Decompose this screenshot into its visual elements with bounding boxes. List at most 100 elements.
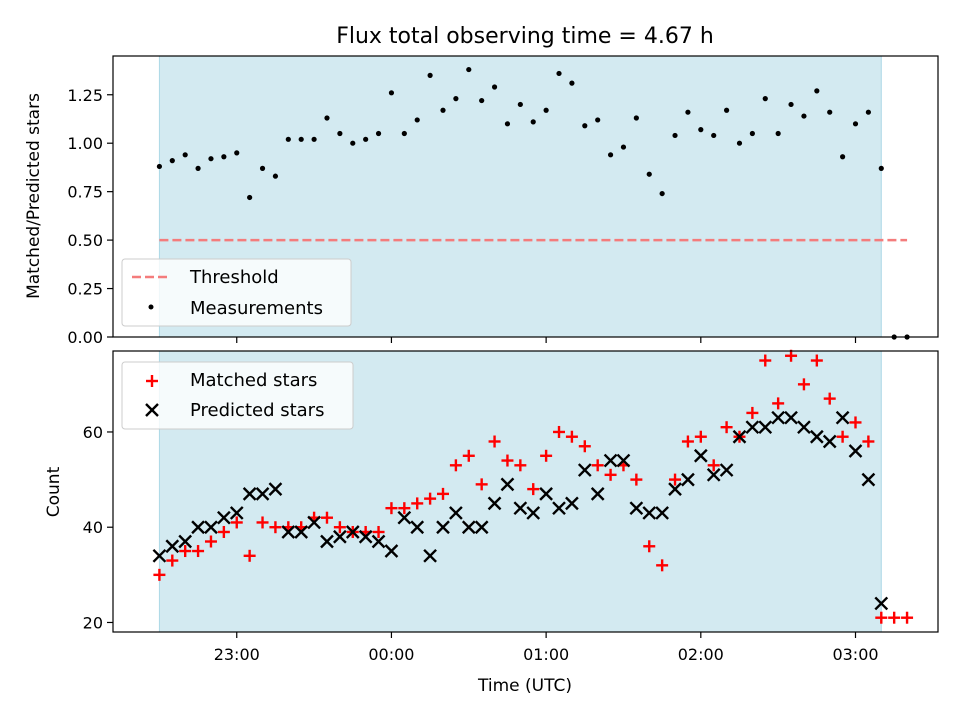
predicted-star-marker: [487, 496, 502, 511]
predicted-star-marker: [552, 501, 566, 516]
predicted-star-marker-b: [732, 429, 747, 444]
predicted-star-marker-b: [681, 472, 695, 487]
measurement-point: [633, 115, 639, 121]
predicted-star-marker-b: [745, 420, 760, 435]
legend-predicted-label: Predicted stars: [190, 400, 324, 421]
matched-star-marker: [746, 406, 759, 419]
x-axis-label: Time (UTC): [477, 676, 572, 696]
matched-star-marker: [720, 421, 733, 434]
predicted-star-marker-b: [384, 544, 399, 558]
matched-star-marker: [565, 430, 578, 443]
predicted-star-marker-b: [217, 510, 231, 525]
predicted-star-marker: [513, 501, 528, 516]
measurement-point: [401, 130, 407, 137]
matched-star-marker: [230, 516, 243, 529]
measurement-point: [208, 156, 214, 162]
predicted-star-marker: [642, 506, 657, 520]
matched-star-marker: [694, 430, 707, 443]
predicted-star-marker-b: [242, 487, 257, 501]
matched-star-marker: [810, 354, 823, 367]
y-tick-label: 40: [83, 518, 103, 537]
predicted-star-marker: [693, 448, 708, 463]
predicted-star-marker-b: [590, 487, 605, 501]
top-x-ticks: [236, 337, 857, 343]
matched-star-marker: [643, 540, 656, 553]
predicted-star-marker: [603, 453, 618, 468]
measurement-point: [285, 136, 291, 142]
measurement-point: [272, 173, 279, 179]
matched-star-marker: [630, 473, 643, 486]
measurement-point: [247, 194, 253, 201]
measurement-point: [762, 96, 768, 102]
matched-star-marker: [385, 502, 398, 515]
predicted-star-marker: [577, 463, 592, 477]
legend-matched-label: Matched stars: [190, 370, 317, 391]
predicted-star-marker: [565, 496, 579, 511]
predicted-star-marker: [345, 525, 360, 539]
measurement-point: [479, 97, 485, 104]
predicted-star-marker: [371, 534, 386, 549]
top-data-points: [156, 66, 910, 340]
matched-star-marker: [591, 459, 604, 472]
predicted-star-marker-b: [152, 548, 167, 563]
predicted-star-marker: [255, 487, 270, 501]
legend-predicted-marker: [145, 403, 159, 417]
matched-star-marker: [501, 454, 514, 467]
bottom-legend: Matched stars Predicted stars: [121, 361, 354, 430]
x-tick-label: 03:00: [832, 645, 878, 664]
y-tick-label: 0.50: [67, 231, 103, 250]
predicted-star-marker: [436, 520, 450, 535]
bottom-axes-frame: [112, 350, 939, 633]
predicted-star-marker-b: [320, 534, 334, 549]
y-tick-label: 1.25: [67, 86, 103, 105]
predicted-star-marker-b: [178, 534, 193, 549]
y-tick-label: 0.75: [67, 183, 103, 202]
bottom-legend-box: [121, 361, 354, 430]
predicted-star-marker: [874, 596, 889, 611]
predicted-star-marker: [590, 487, 605, 501]
matched-star-marker: [269, 521, 282, 534]
predicted-star-marker-b: [848, 444, 863, 458]
predicted-star-marker-b: [668, 482, 682, 496]
matched-star-marker: [849, 416, 862, 429]
top-legend: Threshold Measurements: [121, 258, 352, 327]
predicted-star-marker-b: [307, 515, 321, 530]
predicted-star-marker: [797, 420, 811, 435]
measurement-point: [852, 121, 859, 127]
measurement-point: [375, 130, 382, 137]
matched-star-marker: [437, 487, 449, 500]
bottom-y-axis: 20 40 60: [83, 423, 113, 632]
measurement-point: [298, 136, 304, 142]
bottom-x-axis: 23:00 00:00 01:00 02:00 03:00: [214, 632, 879, 664]
predicted-star-marker: [629, 501, 644, 516]
measurement-point: [775, 130, 781, 137]
predicted-star-marker-b: [797, 420, 811, 435]
predicted-star-marker: [320, 534, 334, 549]
predicted-star-marker-b: [822, 434, 837, 449]
predicted-star-marker-b: [500, 477, 515, 492]
predicted-star-marker-b: [552, 501, 566, 516]
measurement-point: [388, 90, 395, 96]
chart-title: Flux total observing time = 4.67 h: [336, 24, 714, 49]
matched-star-marker: [888, 611, 901, 624]
predicted-star-marker-b: [358, 529, 373, 544]
top-legend-box: [121, 258, 352, 327]
predicted-star-marker-b: [474, 520, 489, 535]
predicted-star-marker: [474, 520, 489, 535]
measurement-point: [595, 117, 601, 123]
matched-star-marker: [192, 545, 205, 558]
predicted-star-marker-b: [603, 453, 618, 468]
predicted-star-marker: [217, 510, 231, 525]
predicted-star-marker-b: [268, 482, 283, 496]
matched-star-marker: [527, 483, 540, 496]
predicted-star-marker-b: [281, 525, 296, 539]
predicted-star-marker-b: [642, 506, 657, 520]
matched-star-marker: [707, 459, 720, 472]
measurement-point: [491, 84, 498, 90]
measurement-point: [569, 80, 575, 86]
measurement-point: [466, 66, 472, 73]
predicted-stars-points: [152, 410, 889, 611]
predicted-star-marker: [719, 463, 734, 477]
matched-star-marker: [759, 354, 772, 367]
